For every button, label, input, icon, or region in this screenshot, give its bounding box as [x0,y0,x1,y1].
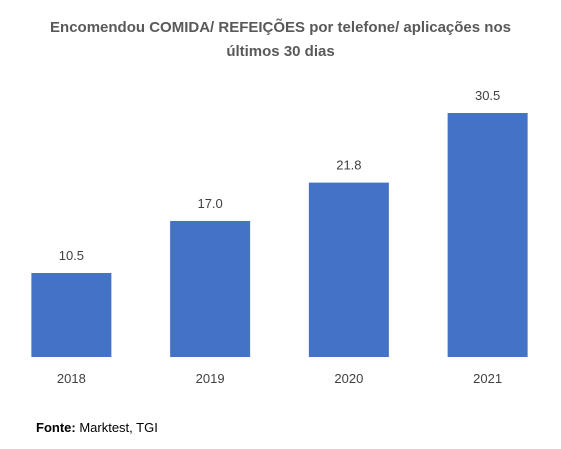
data-label-2019: 17.0 [197,196,222,211]
data-label-2021: 30.5 [475,88,500,103]
x-tick-label-2018: 2018 [57,371,86,386]
chart-title: Encomendou COMIDA/ REFEIÇÕES por telefon… [0,16,561,64]
chart-title-line-2: últimos 30 dias [226,43,335,60]
bar-2018 [31,273,112,357]
data-label-2018: 10.5 [59,248,84,263]
x-tick-label-2020: 2020 [334,371,363,386]
source-label: Fonte: [36,420,76,435]
source-note: Fonte: Marktest, TGI [36,420,158,435]
bar-2021 [447,113,528,357]
bar-2020 [308,182,389,357]
bar-2019 [170,221,251,357]
source-text: Marktest, TGI [75,420,158,435]
chart-title-line-1: Encomendou COMIDA/ REFEIÇÕES por telefon… [50,19,511,36]
data-label-2020: 21.8 [336,158,361,173]
x-tick-label-2021: 2021 [473,371,502,386]
x-tick-label-2019: 2019 [196,371,225,386]
